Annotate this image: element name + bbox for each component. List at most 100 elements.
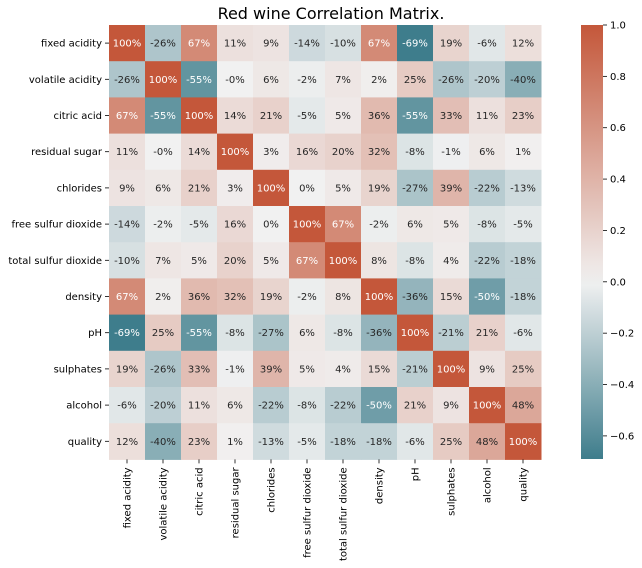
cell-value-label: 6%	[407, 220, 423, 231]
heatmap-cell	[505, 169, 542, 207]
heatmap-cell	[361, 387, 398, 424]
cell-value-label: 100%	[149, 75, 178, 86]
heatmap-cell	[505, 25, 542, 62]
heatmap-cell	[397, 169, 434, 207]
heatmap-cell	[433, 61, 470, 98]
cell-value-label: 6%	[479, 147, 495, 158]
cell-value-label: 6%	[155, 183, 171, 194]
x-tick-label: quality	[519, 467, 530, 501]
heatmap-cell	[433, 25, 470, 62]
heatmap-cell	[361, 350, 398, 388]
heatmap-cell	[289, 206, 326, 243]
cell-value-label: -6%	[477, 39, 496, 50]
cell-value-label: 1%	[515, 147, 531, 158]
heatmap-cell	[325, 133, 362, 171]
heatmap-cell	[469, 387, 506, 424]
x-tick-labels: fixed acidity volatile acidity citric acid…	[123, 459, 530, 561]
heatmap-cell	[469, 423, 506, 460]
heatmap-cell	[109, 387, 146, 424]
heatmap-cell	[145, 423, 182, 460]
cell-value-label: 9%	[443, 401, 459, 412]
cell-value-label: 67%	[116, 111, 138, 122]
cell-value-label: 0%	[299, 183, 315, 194]
cell-value-label: 25%	[512, 364, 534, 375]
x-tick-label: free sulfur dioxide	[303, 467, 314, 558]
heatmap-cell	[469, 133, 506, 171]
x-tick-label: citric acid	[195, 467, 206, 516]
cell-value-label: -26%	[114, 75, 140, 86]
cell-value-label: -26%	[150, 364, 176, 375]
heatmap-cell	[289, 133, 326, 171]
cell-value-label: -8%	[297, 401, 316, 412]
cell-value-label: -8%	[333, 328, 352, 339]
colorbar-tick-label: 0.6	[610, 123, 626, 134]
heatmap-cell	[361, 206, 398, 243]
cell-value-label: 67%	[296, 256, 318, 267]
heatmap-cell	[397, 206, 434, 243]
heatmap-cell	[397, 314, 434, 352]
cell-value-label: -1%	[441, 147, 460, 158]
cell-value-label: -13%	[510, 183, 536, 194]
heatmap-cell	[109, 97, 146, 135]
heatmap-cell	[325, 278, 362, 316]
cell-value-label: -18%	[330, 437, 356, 448]
heatmap-cell	[145, 25, 182, 62]
x-tick-label: residual sugar	[231, 467, 242, 539]
heatmap-cell	[253, 314, 290, 352]
cell-value-label: 67%	[332, 220, 354, 231]
cell-value-label: 15%	[368, 364, 390, 375]
cell-value-label: -22%	[330, 401, 356, 412]
heatmap-cell	[325, 61, 362, 98]
cell-value-label: -36%	[366, 328, 392, 339]
cell-value-label: 67%	[116, 292, 138, 303]
heatmap-cell	[181, 350, 218, 388]
cell-value-label: 100%	[257, 183, 286, 194]
heatmap-cell	[253, 278, 290, 316]
cell-value-label: 14%	[188, 147, 210, 158]
heatmap-cell	[433, 314, 470, 352]
cell-value-label: 100%	[473, 401, 502, 412]
cell-value-label: 20%	[332, 147, 354, 158]
heatmap-cell	[361, 242, 398, 279]
cell-value-label: -5%	[297, 111, 316, 122]
cell-value-label: -6%	[513, 328, 532, 339]
heatmap-cell	[289, 278, 326, 316]
colorbar-tick-label: 0.4	[610, 175, 626, 186]
heatmap-cell	[505, 278, 542, 316]
heatmap-cell	[505, 242, 542, 279]
heatmap-cell	[469, 61, 506, 98]
heatmap-cell	[253, 25, 290, 62]
heatmap-cell	[325, 242, 362, 279]
heatmap-cell	[145, 278, 182, 316]
heatmap-cell	[325, 350, 362, 388]
cell-value-label: -5%	[189, 220, 208, 231]
cell-value-label: -36%	[402, 292, 428, 303]
heatmap-cell	[325, 423, 362, 460]
heatmap-cell	[217, 387, 254, 424]
heatmap-cell	[109, 25, 146, 62]
heatmap-cell	[433, 242, 470, 279]
heatmap-cell	[217, 423, 254, 460]
heatmap-cell	[397, 25, 434, 62]
cell-value-label: 2%	[371, 75, 387, 86]
cell-value-label: 48%	[476, 437, 498, 448]
heatmap-cell	[253, 169, 290, 207]
heatmap-cell	[325, 206, 362, 243]
cell-value-label: -55%	[150, 111, 176, 122]
heatmap-cell	[433, 387, 470, 424]
cell-value-label: -55%	[186, 328, 212, 339]
y-tick-label: pH	[88, 328, 102, 339]
heatmap-cell	[325, 25, 362, 62]
cell-value-label: 21%	[188, 183, 210, 194]
y-tick-labels: fixed acidity volatile acidity citric acid…	[8, 39, 109, 448]
colorbar-tick-label: −0.4	[610, 380, 634, 391]
cell-value-label: -6%	[405, 437, 424, 448]
cell-value-label: -0%	[153, 147, 172, 158]
heatmap-cell	[397, 350, 434, 388]
heatmap-cell	[469, 206, 506, 243]
cell-value-label: 14%	[224, 111, 246, 122]
cell-value-label: 5%	[263, 256, 279, 267]
cell-value-label: 7%	[335, 75, 351, 86]
cell-value-label: 7%	[155, 256, 171, 267]
heatmap-cell	[253, 61, 290, 98]
